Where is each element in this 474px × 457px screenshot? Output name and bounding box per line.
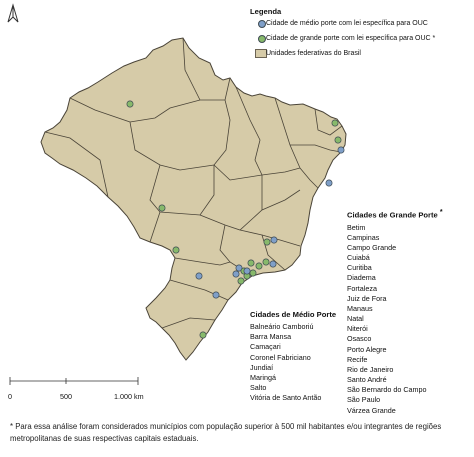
list-item: Cuiabá: [347, 253, 370, 263]
medium-city-marker: [235, 264, 243, 272]
scale-label-1000: 1.000 km: [114, 392, 144, 401]
large-city-marker: [199, 331, 207, 339]
list-item: Curitiba: [347, 263, 372, 273]
medium-cities-list: Cidades de Médio Porte Balneário Cambori…: [250, 310, 336, 403]
list-item: Campinas: [347, 232, 380, 242]
list-item: Recife: [347, 354, 368, 364]
north-arrow-icon: [7, 3, 19, 23]
scale-label-500: 500: [60, 392, 72, 401]
medium-city-marker: [243, 267, 251, 275]
state-borders: [44, 37, 343, 329]
list-item: Várzea Grande: [347, 405, 396, 415]
list-item: Jundiaí: [250, 362, 274, 372]
large-city-marker: [158, 204, 166, 212]
medium-city-marker: [325, 179, 333, 187]
large-city-marker: [172, 246, 180, 254]
list-item: Osasco: [347, 334, 372, 344]
footnote: * Para essa análise foram considerados m…: [10, 422, 442, 443]
large-city-marker: [331, 119, 339, 127]
list-item: Juiz de Fora: [347, 293, 387, 303]
large-city-marker: [334, 136, 342, 144]
list-item: Natal: [347, 314, 364, 324]
list-item: Barra Mansa: [250, 332, 292, 342]
medium-city-marker: [269, 260, 277, 268]
list-item: São Bernardo do Campo: [347, 385, 427, 395]
list-item: Vitória de Santo Antão: [250, 393, 322, 403]
list-item: Camaçari: [250, 342, 281, 352]
list-item: Balneário Camboriú: [250, 322, 314, 332]
legend-item-medium: Cidade de médio porte com lei específica…: [266, 19, 428, 27]
medium-city-marker: [195, 272, 203, 280]
list-item: Coronel Fabriciano: [250, 352, 311, 362]
list-item: Porto Alegre: [347, 344, 387, 354]
large-cities-list: Cidades de Grande Porte * Betim Campinas…: [347, 208, 443, 416]
legend-title: Legenda: [250, 7, 282, 16]
medium-city-marker: [232, 270, 240, 278]
list-item: São Paulo: [347, 395, 381, 405]
large-city-marker: [263, 238, 271, 246]
list-item: Fortaleza: [347, 283, 377, 293]
list-item: Campo Grande: [347, 243, 397, 252]
medium-city-marker: [212, 291, 220, 299]
large-city-legend-icon: [258, 35, 266, 43]
large-city-marker: [255, 262, 263, 270]
large-cities-title: Cidades de Grande Porte *: [347, 209, 443, 220]
large-city-marker: [262, 258, 270, 266]
large-city-marker: [126, 100, 134, 108]
legend-item-large: Cidade de grande porte com lei específic…: [266, 34, 436, 42]
list-item: Betim: [347, 222, 366, 232]
list-item: Santo André: [347, 375, 387, 385]
states-legend-icon: [255, 49, 267, 58]
list-item: Rio de Janeiro: [347, 364, 394, 374]
large-city-marker: [237, 277, 245, 285]
scale-bar: [9, 377, 139, 385]
medium-city-legend-icon: [258, 20, 266, 28]
large-city-marker: [247, 259, 255, 267]
list-item: Diadema: [347, 273, 376, 283]
list-item: Maringá: [250, 372, 276, 382]
medium-cities-title: Cidades de Médio Porte: [250, 310, 337, 319]
list-item: Niterói: [347, 324, 368, 334]
list-item: Manaus: [347, 303, 373, 313]
list-item: Salto: [250, 383, 267, 393]
legend-item-states: Unidades federativas do Brasil: [266, 49, 361, 57]
medium-city-marker: [337, 146, 345, 154]
large-city-marker: [249, 269, 257, 277]
scale-label-0: 0: [8, 392, 12, 401]
medium-city-marker: [270, 236, 278, 244]
